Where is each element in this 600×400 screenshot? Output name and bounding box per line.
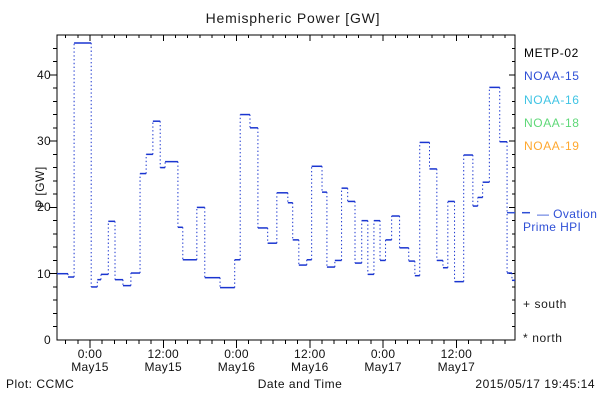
x-tick-label-time: 12:00 xyxy=(147,347,180,361)
ovation-label-line1: — Ovation xyxy=(537,207,598,221)
x-tick-label-time: 0:00 xyxy=(370,347,396,361)
y-tick-label: 10 xyxy=(37,266,51,281)
x-tick-label-date: May16 xyxy=(217,360,256,374)
legend-item-metp-02: METP-02 xyxy=(524,46,579,60)
north-marker-label: * north xyxy=(523,331,563,345)
plot-credit: Plot: CCMC xyxy=(6,377,75,391)
ovation-label-line2: Prime HPI xyxy=(523,220,582,234)
plot-timestamp: 2015/05/17 19:45:14 xyxy=(475,377,595,391)
y-tick-label: 40 xyxy=(37,67,51,82)
y-tick-label: 0 xyxy=(44,333,51,347)
legend-item-noaa-15: NOAA-15 xyxy=(524,69,580,84)
x-tick-label-time: 0:00 xyxy=(77,347,103,361)
plot-border xyxy=(56,34,516,341)
x-tick-label-date: May17 xyxy=(364,360,402,374)
chart-title: Hemispheric Power [GW] xyxy=(205,10,381,26)
legend-item-noaa-16: NOAA-16 xyxy=(524,92,580,107)
x-tick-label-time: 12:00 xyxy=(440,347,473,361)
y-tick-label: 20 xyxy=(37,200,51,215)
x-tick-label-time: 12:00 xyxy=(294,347,326,361)
x-tick-label-time: 0:00 xyxy=(224,347,249,361)
x-tick-label-date: May17 xyxy=(437,360,476,374)
x-tick-label-date: May15 xyxy=(71,360,109,374)
legend-item-noaa-18: NOAA-18 xyxy=(524,115,580,130)
x-tick-label-date: May15 xyxy=(144,360,183,374)
legend-item-noaa-19: NOAA-19 xyxy=(524,139,580,154)
south-marker-label: + south xyxy=(523,297,567,311)
x-tick-label-date: May16 xyxy=(291,360,329,374)
x-axis-label: Date and Time xyxy=(257,377,343,391)
y-tick-label: 30 xyxy=(37,134,51,149)
